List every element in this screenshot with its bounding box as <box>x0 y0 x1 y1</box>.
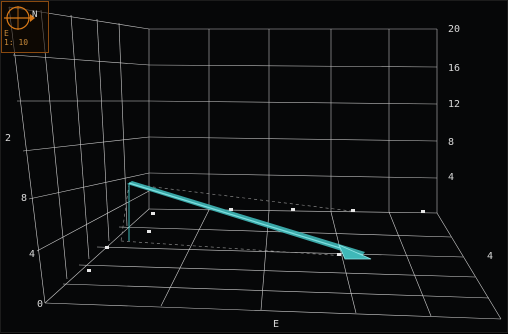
projection-lines <box>120 183 362 258</box>
compass-east-label: E <box>4 29 9 38</box>
left-tick-1: 8 <box>21 193 27 204</box>
left-tick-3: 0 <box>37 299 43 310</box>
floor-grid <box>44 208 502 320</box>
vector-arrow[interactable] <box>127 181 372 260</box>
compass-icon <box>4 6 35 30</box>
right-axis-labels: 20 16 12 8 4 <box>448 24 460 183</box>
right-tick-1: 16 <box>448 63 460 74</box>
left-tick-2: 4 <box>29 249 35 260</box>
right-tick-0: 20 <box>448 24 460 35</box>
compass-widget[interactable]: N E 1: 10 <box>1 1 49 53</box>
scale-readout: 1: 10 <box>4 38 29 47</box>
bottom-axis-label: E <box>273 319 279 330</box>
left-tick-0: 2 <box>5 133 11 144</box>
right-edge-label: 4 <box>487 251 493 262</box>
left-axis-labels: 2 8 4 0 <box>5 133 43 310</box>
point-markers <box>87 208 425 272</box>
left-wall-grid <box>8 6 150 304</box>
compass-north-label: N <box>32 10 38 20</box>
right-tick-3: 8 <box>448 137 454 148</box>
back-wall-grid <box>148 28 438 213</box>
right-tick-2: 12 <box>448 99 460 110</box>
right-tick-4: 4 <box>448 172 454 183</box>
